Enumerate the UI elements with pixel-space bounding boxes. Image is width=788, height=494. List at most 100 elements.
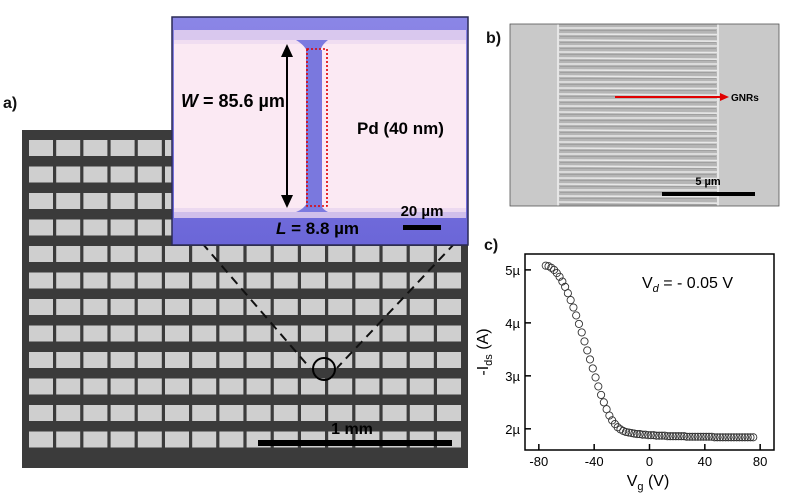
data-point <box>566 296 575 305</box>
data-point <box>591 373 600 382</box>
gnr-label: GNRs <box>731 93 759 104</box>
data-point <box>677 432 686 441</box>
data-point <box>541 261 550 270</box>
width-label: W = 85.6 µm <box>181 91 285 111</box>
data-point <box>693 432 702 441</box>
data-point <box>594 382 603 391</box>
data-point <box>627 428 636 438</box>
data-point <box>574 319 584 328</box>
channel-highlight-box <box>306 48 328 207</box>
data-point <box>688 432 697 441</box>
zoom-circle <box>312 357 336 381</box>
data-point <box>599 398 608 407</box>
data-point <box>649 431 658 440</box>
zoom-line-right <box>336 242 456 369</box>
scale-label-5um: 5 µm <box>695 176 721 188</box>
material-label: Pd (40 nm) <box>357 119 444 138</box>
data-point <box>613 423 622 432</box>
data-point <box>580 337 589 346</box>
data-point <box>624 428 633 437</box>
data-point <box>663 432 672 441</box>
data-point <box>657 431 667 440</box>
data-points <box>541 261 758 442</box>
x-tick-label: 40 <box>698 454 712 469</box>
data-point <box>707 432 716 441</box>
y-tick-label: 3µ <box>505 369 520 384</box>
data-point <box>716 433 725 442</box>
data-point <box>699 432 708 441</box>
x-tick-label: -40 <box>585 454 604 469</box>
data-point <box>671 432 680 441</box>
y-axis-ticks: 2µ 3µ 4µ 5µ <box>505 263 531 437</box>
data-point <box>740 433 750 442</box>
data-point <box>585 355 595 364</box>
data-point <box>652 431 661 440</box>
data-point <box>724 433 733 442</box>
data-point <box>558 277 567 286</box>
x-axis-ticks: -80 -40 0 40 80 <box>529 444 767 469</box>
y-tick-label: 4µ <box>505 316 520 331</box>
y-axis-label: -Ids (A) <box>475 328 495 375</box>
scale-bar-20um <box>403 225 441 230</box>
data-point <box>668 432 678 441</box>
data-point <box>660 431 669 440</box>
data-point <box>572 311 581 320</box>
data-point <box>633 430 642 439</box>
data-point <box>621 427 631 437</box>
data-point <box>732 433 741 442</box>
data-point <box>727 433 736 442</box>
data-point <box>583 346 592 355</box>
panel-b-letter: b) <box>486 30 502 47</box>
data-point <box>597 390 606 399</box>
length-label: L = 8.8 µm <box>276 219 359 238</box>
data-point <box>685 432 694 441</box>
data-point <box>691 432 700 441</box>
data-point <box>702 432 711 441</box>
data-point <box>680 432 689 441</box>
data-point <box>749 433 758 442</box>
data-point <box>718 433 727 442</box>
data-point <box>605 411 614 420</box>
data-point <box>563 289 572 298</box>
data-point <box>655 431 664 440</box>
x-tick-label: -80 <box>529 454 548 469</box>
data-point <box>577 328 586 337</box>
scale-label-1mm: 1 mm <box>331 421 373 438</box>
data-point <box>644 431 653 440</box>
scale-bar-1mm <box>258 440 452 446</box>
data-point <box>682 432 691 441</box>
data-point <box>674 432 683 441</box>
data-point <box>743 433 752 442</box>
plot-frame <box>524 253 775 451</box>
data-point <box>735 433 744 442</box>
data-point <box>641 430 650 439</box>
x-axis-label: Vg (V) <box>627 473 670 493</box>
data-point <box>729 433 738 442</box>
gnr-stripes <box>557 27 719 205</box>
panel-c-letter: c) <box>484 237 499 254</box>
data-point <box>738 433 747 442</box>
scale-label-20um: 20 µm <box>401 203 444 220</box>
data-point <box>630 429 639 438</box>
data-point <box>710 433 719 442</box>
y-tick-label: 5µ <box>505 263 520 278</box>
data-point <box>721 433 730 442</box>
data-point <box>746 433 755 442</box>
data-point <box>547 263 556 272</box>
data-point <box>588 364 597 373</box>
scale-bar-5um <box>662 192 755 196</box>
data-point <box>713 433 722 442</box>
data-point <box>569 303 578 312</box>
x-tick-label: 0 <box>646 454 653 469</box>
data-point <box>704 432 714 441</box>
data-point <box>666 432 675 441</box>
data-point <box>635 430 644 439</box>
vd-annotation: Vd = - 0.05 V <box>642 275 733 295</box>
panel-a-letter: a) <box>3 95 18 112</box>
x-tick-label: 80 <box>753 454 767 469</box>
optical-inset <box>171 16 469 246</box>
data-point <box>696 432 705 441</box>
data-point <box>638 430 647 439</box>
